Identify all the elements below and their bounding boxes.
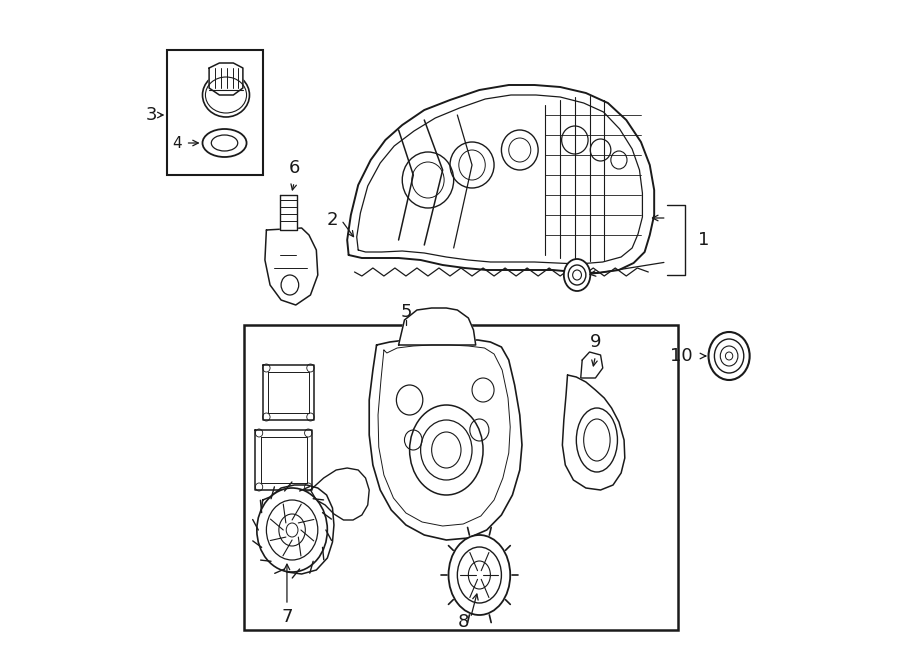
- Text: 10: 10: [670, 347, 693, 365]
- Text: 6: 6: [289, 159, 300, 177]
- Text: 3: 3: [145, 106, 157, 124]
- Polygon shape: [260, 485, 334, 574]
- Text: 1: 1: [698, 231, 709, 249]
- Text: 8: 8: [457, 613, 469, 631]
- Polygon shape: [265, 228, 318, 305]
- Ellipse shape: [448, 535, 510, 615]
- Text: 9: 9: [590, 333, 601, 351]
- Ellipse shape: [256, 488, 328, 572]
- Ellipse shape: [410, 405, 483, 495]
- Text: 7: 7: [281, 608, 292, 626]
- Ellipse shape: [563, 259, 590, 291]
- Polygon shape: [369, 340, 522, 540]
- Ellipse shape: [202, 129, 247, 157]
- Polygon shape: [209, 63, 243, 95]
- Polygon shape: [310, 468, 369, 520]
- Polygon shape: [256, 430, 312, 490]
- Polygon shape: [399, 308, 476, 345]
- Polygon shape: [562, 375, 625, 490]
- Text: 2: 2: [327, 211, 338, 229]
- Polygon shape: [280, 195, 297, 230]
- Text: 5: 5: [400, 303, 411, 321]
- Ellipse shape: [708, 332, 750, 380]
- Polygon shape: [347, 85, 654, 273]
- Ellipse shape: [202, 73, 249, 117]
- Polygon shape: [580, 352, 603, 378]
- Polygon shape: [263, 365, 314, 420]
- Bar: [167, 50, 263, 175]
- Text: 4: 4: [172, 136, 182, 151]
- Bar: [245, 325, 678, 630]
